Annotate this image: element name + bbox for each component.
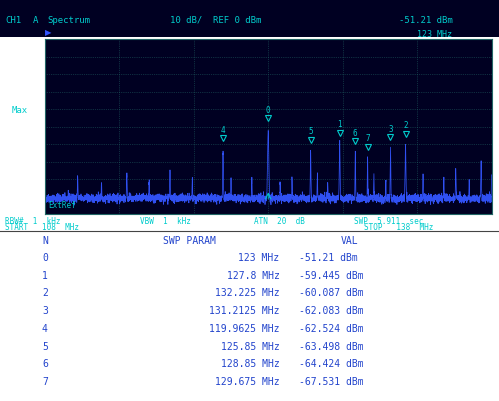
Text: -67.531 dBm: -67.531 dBm <box>299 376 364 386</box>
Text: SWP  5.911  sec: SWP 5.911 sec <box>354 216 424 225</box>
Text: ExtRef: ExtRef <box>48 200 76 209</box>
Text: 127.8 MHz: 127.8 MHz <box>227 270 279 280</box>
Text: -62.083 dBm: -62.083 dBm <box>299 306 364 315</box>
Text: 131.2125 MHz: 131.2125 MHz <box>209 306 279 315</box>
Text: 7: 7 <box>42 376 48 386</box>
Text: -63.498 dBm: -63.498 dBm <box>299 341 364 350</box>
Text: 4: 4 <box>221 126 226 134</box>
Text: SWP PARAM: SWP PARAM <box>163 236 216 245</box>
Text: 1: 1 <box>42 270 48 280</box>
Text: 119.9625 MHz: 119.9625 MHz <box>209 323 279 333</box>
Text: 3: 3 <box>388 125 393 134</box>
Text: 128.85 MHz: 128.85 MHz <box>221 358 279 368</box>
Text: -51.21 dBm: -51.21 dBm <box>399 16 453 24</box>
Text: 0: 0 <box>42 253 48 262</box>
Text: -64.424 dBm: -64.424 dBm <box>299 358 364 368</box>
Text: ▶: ▶ <box>45 28 52 36</box>
Text: 125.85 MHz: 125.85 MHz <box>221 341 279 350</box>
Text: N: N <box>42 236 48 245</box>
Text: 7: 7 <box>365 134 370 143</box>
Text: ATN  20  dB: ATN 20 dB <box>254 216 305 225</box>
Text: 6: 6 <box>42 358 48 368</box>
Text: Spectrum: Spectrum <box>47 16 90 24</box>
Text: 1: 1 <box>337 120 342 129</box>
Text: RBW#  1  kHz: RBW# 1 kHz <box>5 216 60 225</box>
Text: 2: 2 <box>42 288 48 298</box>
Text: 2: 2 <box>403 121 408 130</box>
Text: 3: 3 <box>42 306 48 315</box>
Text: 129.675 MHz: 129.675 MHz <box>215 376 279 386</box>
Text: -59.445 dBm: -59.445 dBm <box>299 270 364 280</box>
Text: VAL: VAL <box>340 236 358 245</box>
Text: 123 MHz: 123 MHz <box>417 30 452 38</box>
Text: 132.225 MHz: 132.225 MHz <box>215 288 279 298</box>
Text: CH1: CH1 <box>5 16 21 24</box>
Text: 123 MHz: 123 MHz <box>239 253 279 262</box>
Text: A: A <box>32 16 38 24</box>
Text: -60.087 dBm: -60.087 dBm <box>299 288 364 298</box>
Text: 0: 0 <box>266 105 270 115</box>
Text: -51.21 dBm: -51.21 dBm <box>299 253 358 262</box>
Text: 6: 6 <box>353 129 358 138</box>
Text: Max: Max <box>11 105 27 114</box>
Text: -62.524 dBm: -62.524 dBm <box>299 323 364 333</box>
Text: 4: 4 <box>42 323 48 333</box>
Text: 5: 5 <box>308 127 313 136</box>
Text: 5: 5 <box>42 341 48 350</box>
Text: 10 dB/  REF 0 dBm: 10 dB/ REF 0 dBm <box>170 16 261 24</box>
Text: START   108  MHz: START 108 MHz <box>5 222 79 231</box>
Text: VBW  1  kHz: VBW 1 kHz <box>140 216 191 225</box>
Text: STOP   138  MHz: STOP 138 MHz <box>364 222 434 231</box>
